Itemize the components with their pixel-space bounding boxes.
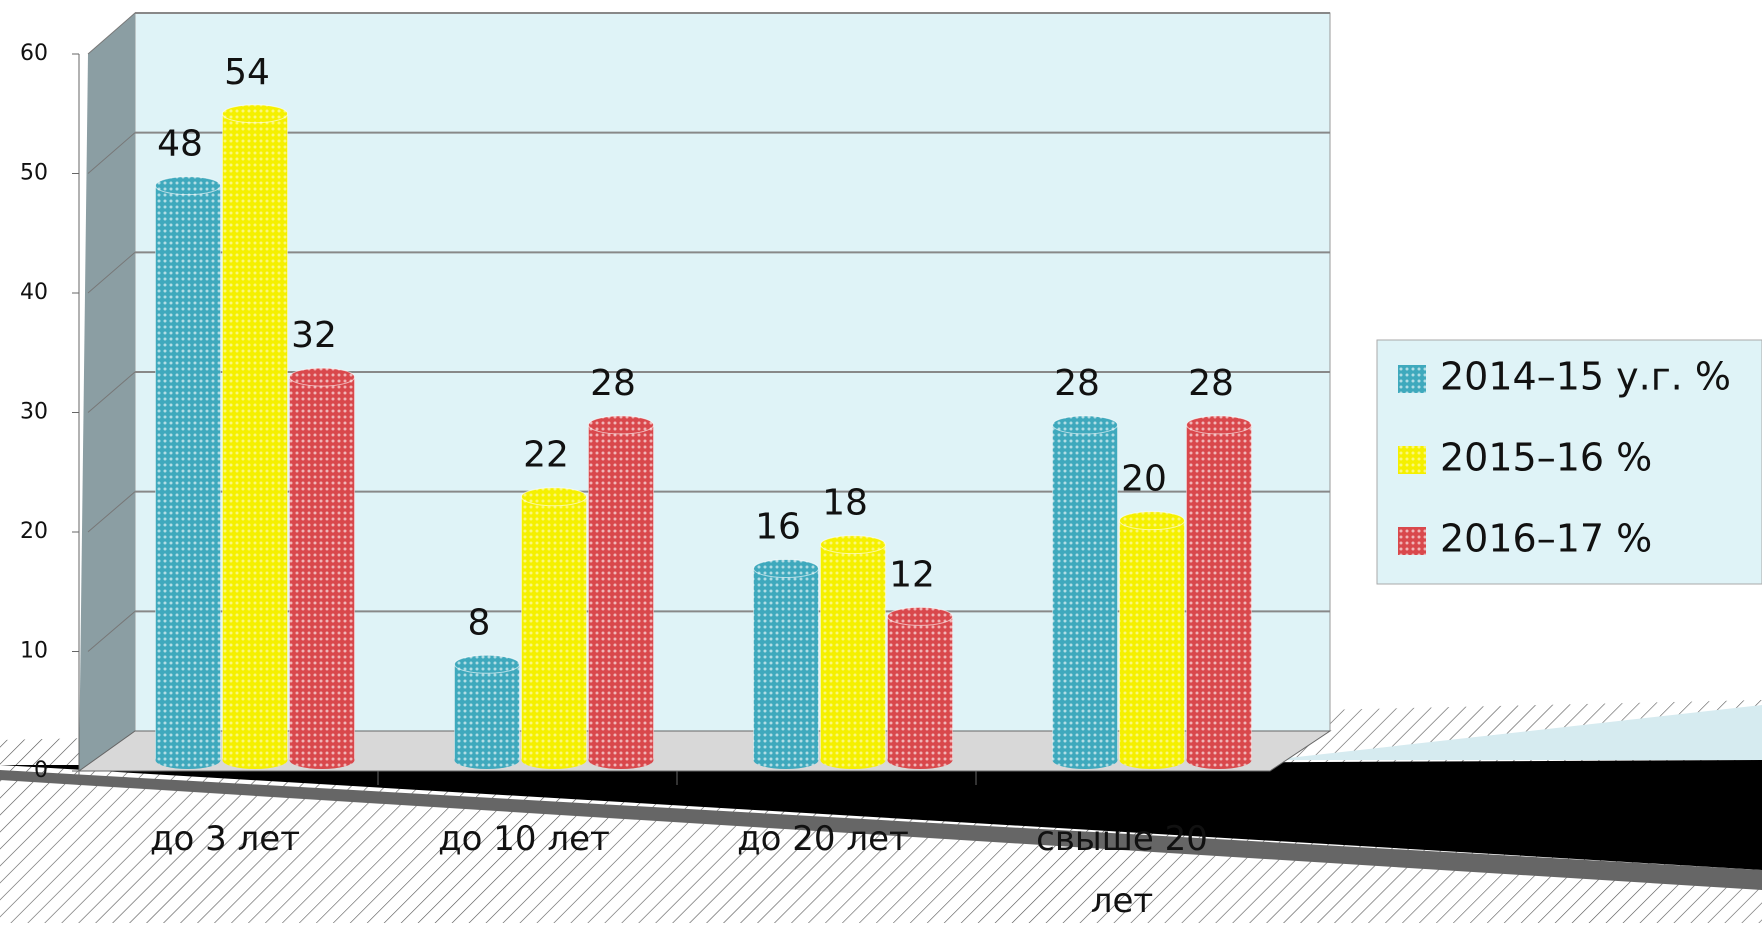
bar-cap [454, 654, 520, 674]
bar-body [155, 185, 221, 761]
grid-line-side [87, 132, 136, 174]
data-label: 8 [468, 602, 491, 643]
bar-body [820, 544, 886, 761]
bar-body [289, 376, 355, 761]
bar [454, 654, 520, 769]
x-tick-label: до 20 лет [737, 819, 909, 859]
bar [1119, 511, 1185, 769]
bar [588, 415, 654, 769]
bar-bottom [454, 751, 520, 769]
legend-label: 2015–16 % [1440, 436, 1652, 480]
bar-cap [753, 559, 819, 579]
bar-cap [222, 104, 288, 124]
bar [222, 104, 288, 769]
bar [155, 176, 221, 769]
bar [820, 535, 886, 769]
bar-body [1052, 424, 1118, 761]
legend-label: 2014–15 у.г. % [1440, 355, 1731, 399]
grid-line-side [87, 371, 136, 413]
data-label: 12 [889, 554, 935, 595]
bar-body [1119, 520, 1185, 761]
bar-cap [289, 367, 355, 387]
data-label: 54 [224, 52, 270, 93]
y-tick-label: 60 [20, 41, 48, 66]
bar-cap [1052, 415, 1118, 435]
bar [289, 367, 355, 769]
grid-line-side [87, 12, 136, 55]
bar-cap [887, 606, 953, 626]
background-band [0, 770, 1762, 890]
y-tick-label: 20 [20, 519, 48, 544]
y-tick-label: 30 [20, 400, 48, 425]
bar [521, 487, 587, 769]
y-tick-label: 0 [34, 758, 48, 783]
bar [753, 559, 819, 769]
legend-swatch [1398, 527, 1426, 555]
legend-swatch [1398, 365, 1426, 393]
bar-cap [1186, 415, 1252, 435]
side-wall [79, 13, 135, 771]
bar-bottom [155, 751, 221, 769]
bar [1186, 415, 1252, 769]
bar-bottom [289, 751, 355, 769]
legend: 2014–15 у.г. % 2015–16 % 2016–17 % [1376, 339, 1762, 585]
bar-cap [521, 487, 587, 507]
bar-bottom [222, 751, 288, 769]
data-label: 48 [157, 124, 203, 165]
grid-line-side [87, 491, 136, 533]
bar-cap [820, 535, 886, 555]
legend-swatch [1398, 446, 1426, 474]
bar-cap [155, 176, 221, 196]
bar-body [222, 113, 288, 761]
data-label: 32 [291, 315, 337, 356]
x-tick-label: до 3 лет [149, 819, 300, 859]
y-tick-label: 10 [20, 639, 48, 664]
bar-body [887, 615, 953, 761]
data-label: 22 [523, 435, 569, 476]
legend-label: 2016–17 % [1440, 517, 1652, 561]
data-label: 28 [590, 363, 636, 404]
data-label: 28 [1188, 363, 1234, 404]
bar-bottom [1119, 751, 1185, 769]
bar-body [588, 424, 654, 761]
bar-body [521, 496, 587, 761]
grid-line-side [87, 251, 136, 294]
bar-bottom [521, 751, 587, 769]
y-tick-label: 40 [20, 280, 48, 305]
bar-bottom [820, 751, 886, 769]
background-band [0, 760, 1762, 870]
x-tick-label: до 10 лет [438, 819, 610, 859]
bar-bottom [887, 751, 953, 769]
bar-body [454, 663, 520, 761]
grid-line-side [87, 610, 136, 652]
y-tick-label: 50 [20, 161, 48, 186]
bar-bottom [588, 751, 654, 769]
bar-bottom [1186, 751, 1252, 769]
bar-bottom [1052, 751, 1118, 769]
bar [1052, 415, 1118, 769]
data-label: 28 [1054, 363, 1100, 404]
legend-box [1376, 339, 1762, 585]
bar [887, 606, 953, 769]
bar-body [1186, 424, 1252, 761]
data-label: 18 [822, 483, 868, 524]
bar-body [753, 568, 819, 761]
background-band [1270, 705, 1762, 760]
data-label: 16 [755, 507, 801, 548]
bar-bottom [753, 751, 819, 769]
x-tick-label: свыше 20 лет [1036, 819, 1208, 921]
bar-cap [1119, 511, 1185, 531]
data-label: 20 [1121, 459, 1167, 500]
bar-cap [588, 415, 654, 435]
